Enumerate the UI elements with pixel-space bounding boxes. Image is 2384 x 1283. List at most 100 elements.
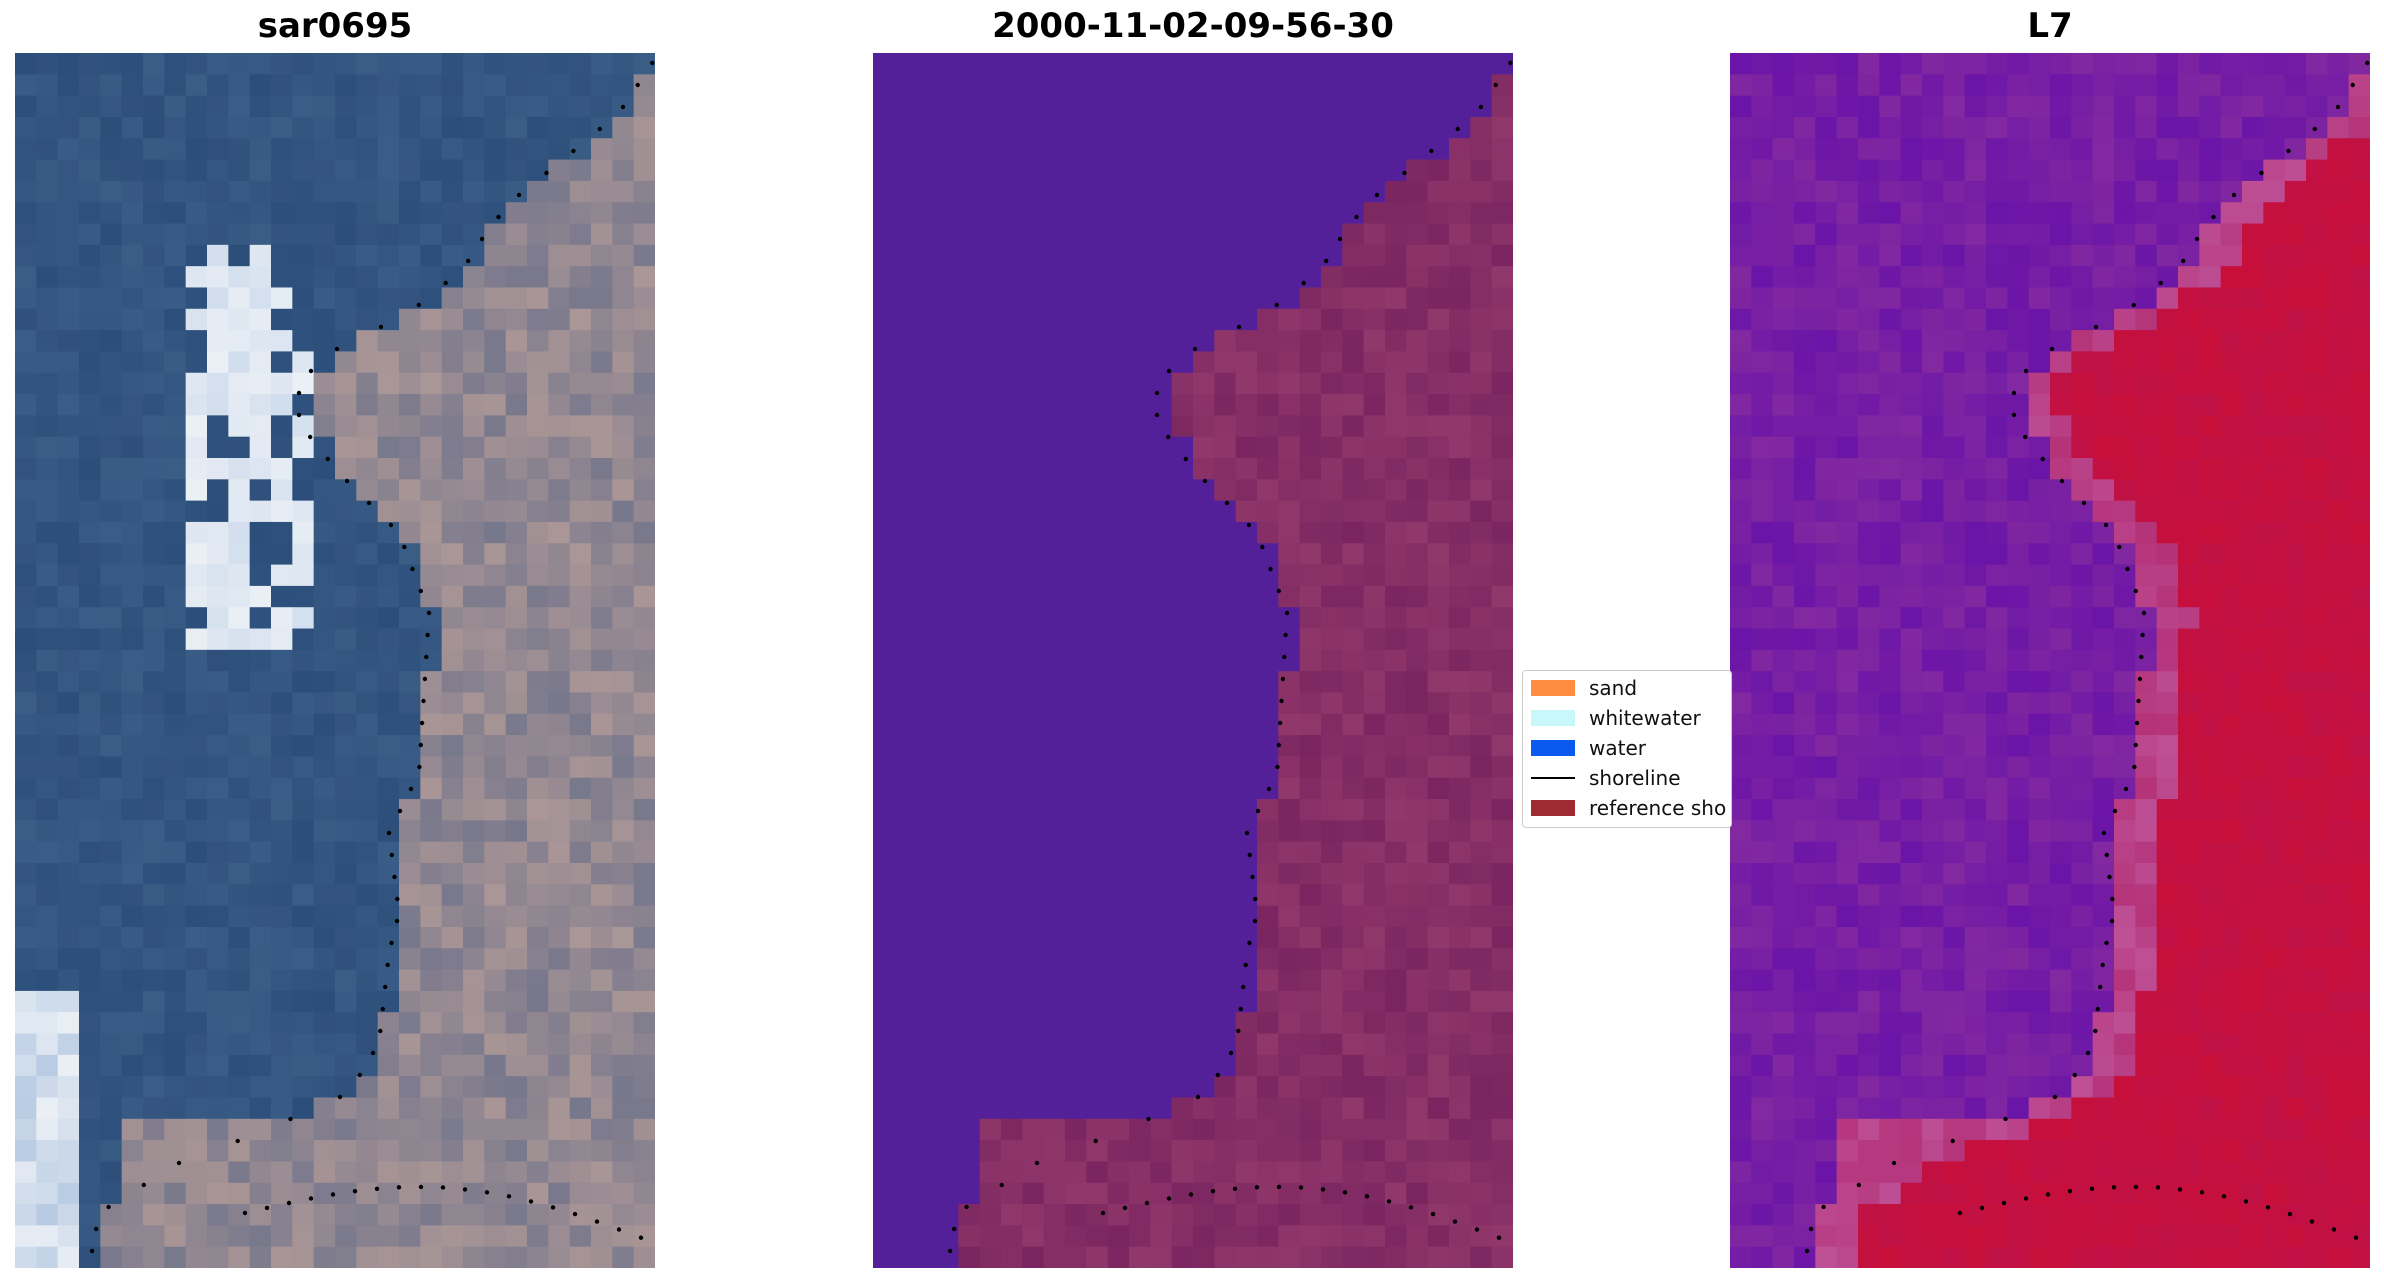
pixel-cell [2050,671,2072,694]
pixel-cell [1193,372,1215,395]
pixel-cell [937,266,959,289]
pixel-cell [1900,585,1923,608]
pixel-cell [915,1118,938,1141]
pixel-cell [1193,969,1215,992]
pixel-cell [185,159,208,182]
pixel-cell [1235,244,1258,267]
pixel-cell [1001,266,1023,289]
pixel-cell [1815,159,1838,182]
pixel-cell [2263,458,2286,480]
pixel-cell [1858,607,1880,630]
pixel-cell [1900,564,1923,587]
pixel-cell [2007,926,2030,949]
pixel-cell [958,1246,981,1268]
pixel-cell [979,564,1002,587]
pixel-cell [2327,1033,2350,1056]
pixel-cell [271,863,293,885]
pixel-cell [121,415,144,438]
pixel-cell [1385,74,1407,97]
shoreline-dot [964,1204,969,1210]
pixel-cell [894,1204,917,1226]
pixel-cell [1427,863,1450,885]
pixel-cell [979,649,1002,672]
pixel-cell [313,585,336,608]
pixel-cell [1794,735,1816,758]
pixel-cell [1794,863,1816,885]
pixel-cell [1257,990,1279,1013]
pixel-cell [15,841,37,864]
pixel-cell [1491,607,1513,630]
pixel-cell [1150,1140,1173,1163]
pixel-cell [100,735,123,758]
pixel-cell [958,436,981,459]
pixel-cell [1751,116,1774,139]
pixel-cell [1107,436,1130,459]
pixel-cell [2135,159,2158,182]
pixel-cell [1491,1246,1513,1268]
pixel-cell [1150,1161,1173,1184]
pixel-cell [399,692,421,715]
pixel-cell [2114,756,2136,779]
pixel-cell [399,1033,421,1056]
pixel-cell [2156,756,2179,779]
pixel-cell [2242,394,2264,416]
pixel-cell [2263,969,2286,992]
pixel-cell [1299,223,1322,246]
pixel-cell [441,628,464,651]
pixel-cell [1342,1204,1365,1226]
pixel-cell [1964,905,1987,928]
pixel-cell [1257,649,1279,672]
pixel-cell [463,1076,485,1099]
pixel-cell [2071,692,2094,715]
pixel-cell [420,95,443,118]
pixel-cell [1193,521,1215,544]
pixel-cell [1193,95,1215,118]
pixel-cell [399,74,421,97]
pixel-cell [441,1225,464,1248]
pixel-cell [569,649,592,672]
pixel-cell [527,1225,549,1248]
pixel-cell [271,394,293,416]
pixel-cell [2220,799,2243,821]
pixel-cell [1449,521,1471,544]
pixel-cell [100,1246,123,1268]
pixel-cell [1427,458,1450,480]
pixel-cell [1129,1118,1151,1141]
pixel-cell [2135,990,2158,1013]
pixel-cell [1171,649,1194,672]
pixel-cell [207,458,229,480]
pixel-cell [185,649,208,672]
pixel-cell [1235,180,1258,203]
pixel-cell [1794,436,1816,459]
pixel-cell [484,138,507,161]
pixel-cell [1900,1012,1923,1035]
pixel-cell [1879,969,1902,992]
pixel-cell [271,926,293,949]
pixel-cell [2114,692,2136,715]
pixel-cell [1794,53,1816,75]
pixel-cell [1001,756,1023,779]
pixel-cell [2007,671,2030,694]
pixel-cell [633,777,655,800]
pixel-cell [356,436,379,459]
pixel-cell [958,1012,981,1035]
shoreline-dot [484,1190,490,1195]
pixel-cell [228,394,251,416]
pixel-cell [527,564,549,587]
pixel-cell [79,415,101,438]
pixel-cell [2220,266,2243,289]
pixel-cell [313,436,336,459]
pixel-cell [1900,116,1923,139]
pixel-cell [979,692,1002,715]
pixel-cell [1836,479,1859,502]
pixel-cell [873,330,895,353]
pixel-cell [121,713,144,736]
pixel-cell [57,223,80,246]
pixel-cell [164,905,187,928]
pixel-cell [1858,969,1880,992]
pixel-cell [1427,756,1450,779]
pixel-cell [1794,820,1816,843]
pixel-cell [873,308,895,331]
shoreline-dot [1144,1200,1150,1206]
pixel-cell [958,74,981,97]
